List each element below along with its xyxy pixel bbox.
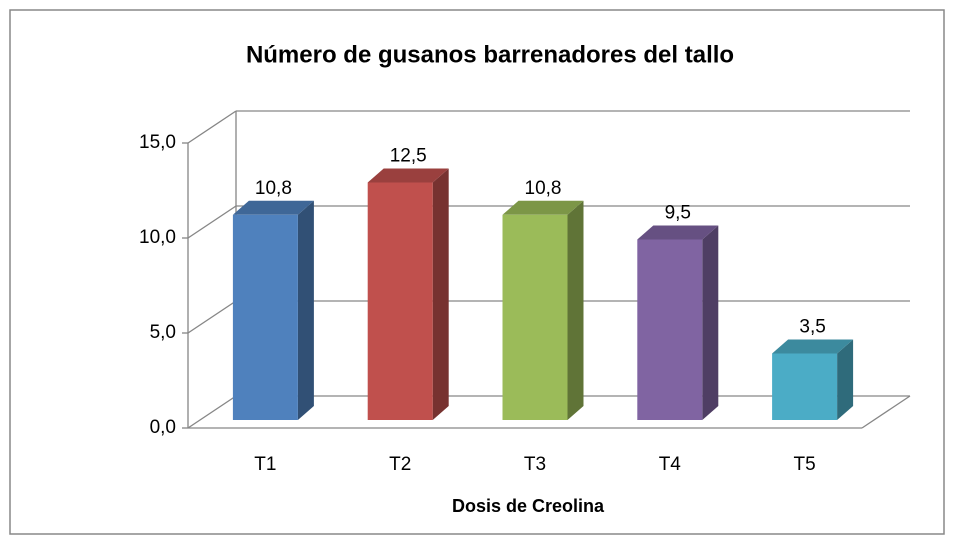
- y-tick-label: 5,0: [150, 322, 176, 343]
- bar: [502, 214, 568, 420]
- x-tick-label: T5: [794, 454, 816, 475]
- chart-frame: [9, 9, 945, 535]
- bar-top: [772, 339, 854, 354]
- data-label: 10,8: [255, 178, 292, 199]
- bar-side: [432, 168, 449, 420]
- y-tick-label: 0,0: [150, 417, 176, 438]
- y-tick-label: 15,0: [139, 132, 176, 153]
- wall-diagonal: [187, 205, 237, 239]
- bar: [367, 182, 433, 420]
- data-label: 3,5: [799, 317, 825, 338]
- x-tick-label: T2: [389, 454, 411, 475]
- wall-diagonal: [187, 110, 237, 144]
- data-label: 9,5: [665, 203, 691, 224]
- wall-diagonal: [187, 300, 237, 334]
- bar-top: [637, 225, 719, 240]
- y-tick-label: 10,0: [139, 227, 176, 248]
- bar-side: [297, 200, 314, 420]
- bar-top: [367, 168, 449, 183]
- x-axis-title: Dosis de Creolina: [452, 496, 605, 516]
- bar-side: [567, 200, 584, 420]
- x-tick-label: T4: [659, 454, 682, 475]
- bar-side: [702, 225, 719, 420]
- bar-top: [232, 200, 314, 215]
- bar: [232, 214, 298, 420]
- bar: [637, 239, 703, 420]
- data-label: 12,5: [390, 146, 427, 167]
- wall-diagonal: [187, 395, 237, 429]
- x-tick-label: T1: [254, 454, 276, 475]
- floor-right: [861, 395, 911, 429]
- data-label: 10,8: [525, 178, 562, 199]
- chart-title: Número de gusanos barrenadores del tallo: [246, 41, 734, 68]
- bar-side: [837, 339, 854, 420]
- bar-top: [502, 200, 584, 215]
- bar: [772, 353, 838, 420]
- x-tick-label: T3: [524, 454, 546, 475]
